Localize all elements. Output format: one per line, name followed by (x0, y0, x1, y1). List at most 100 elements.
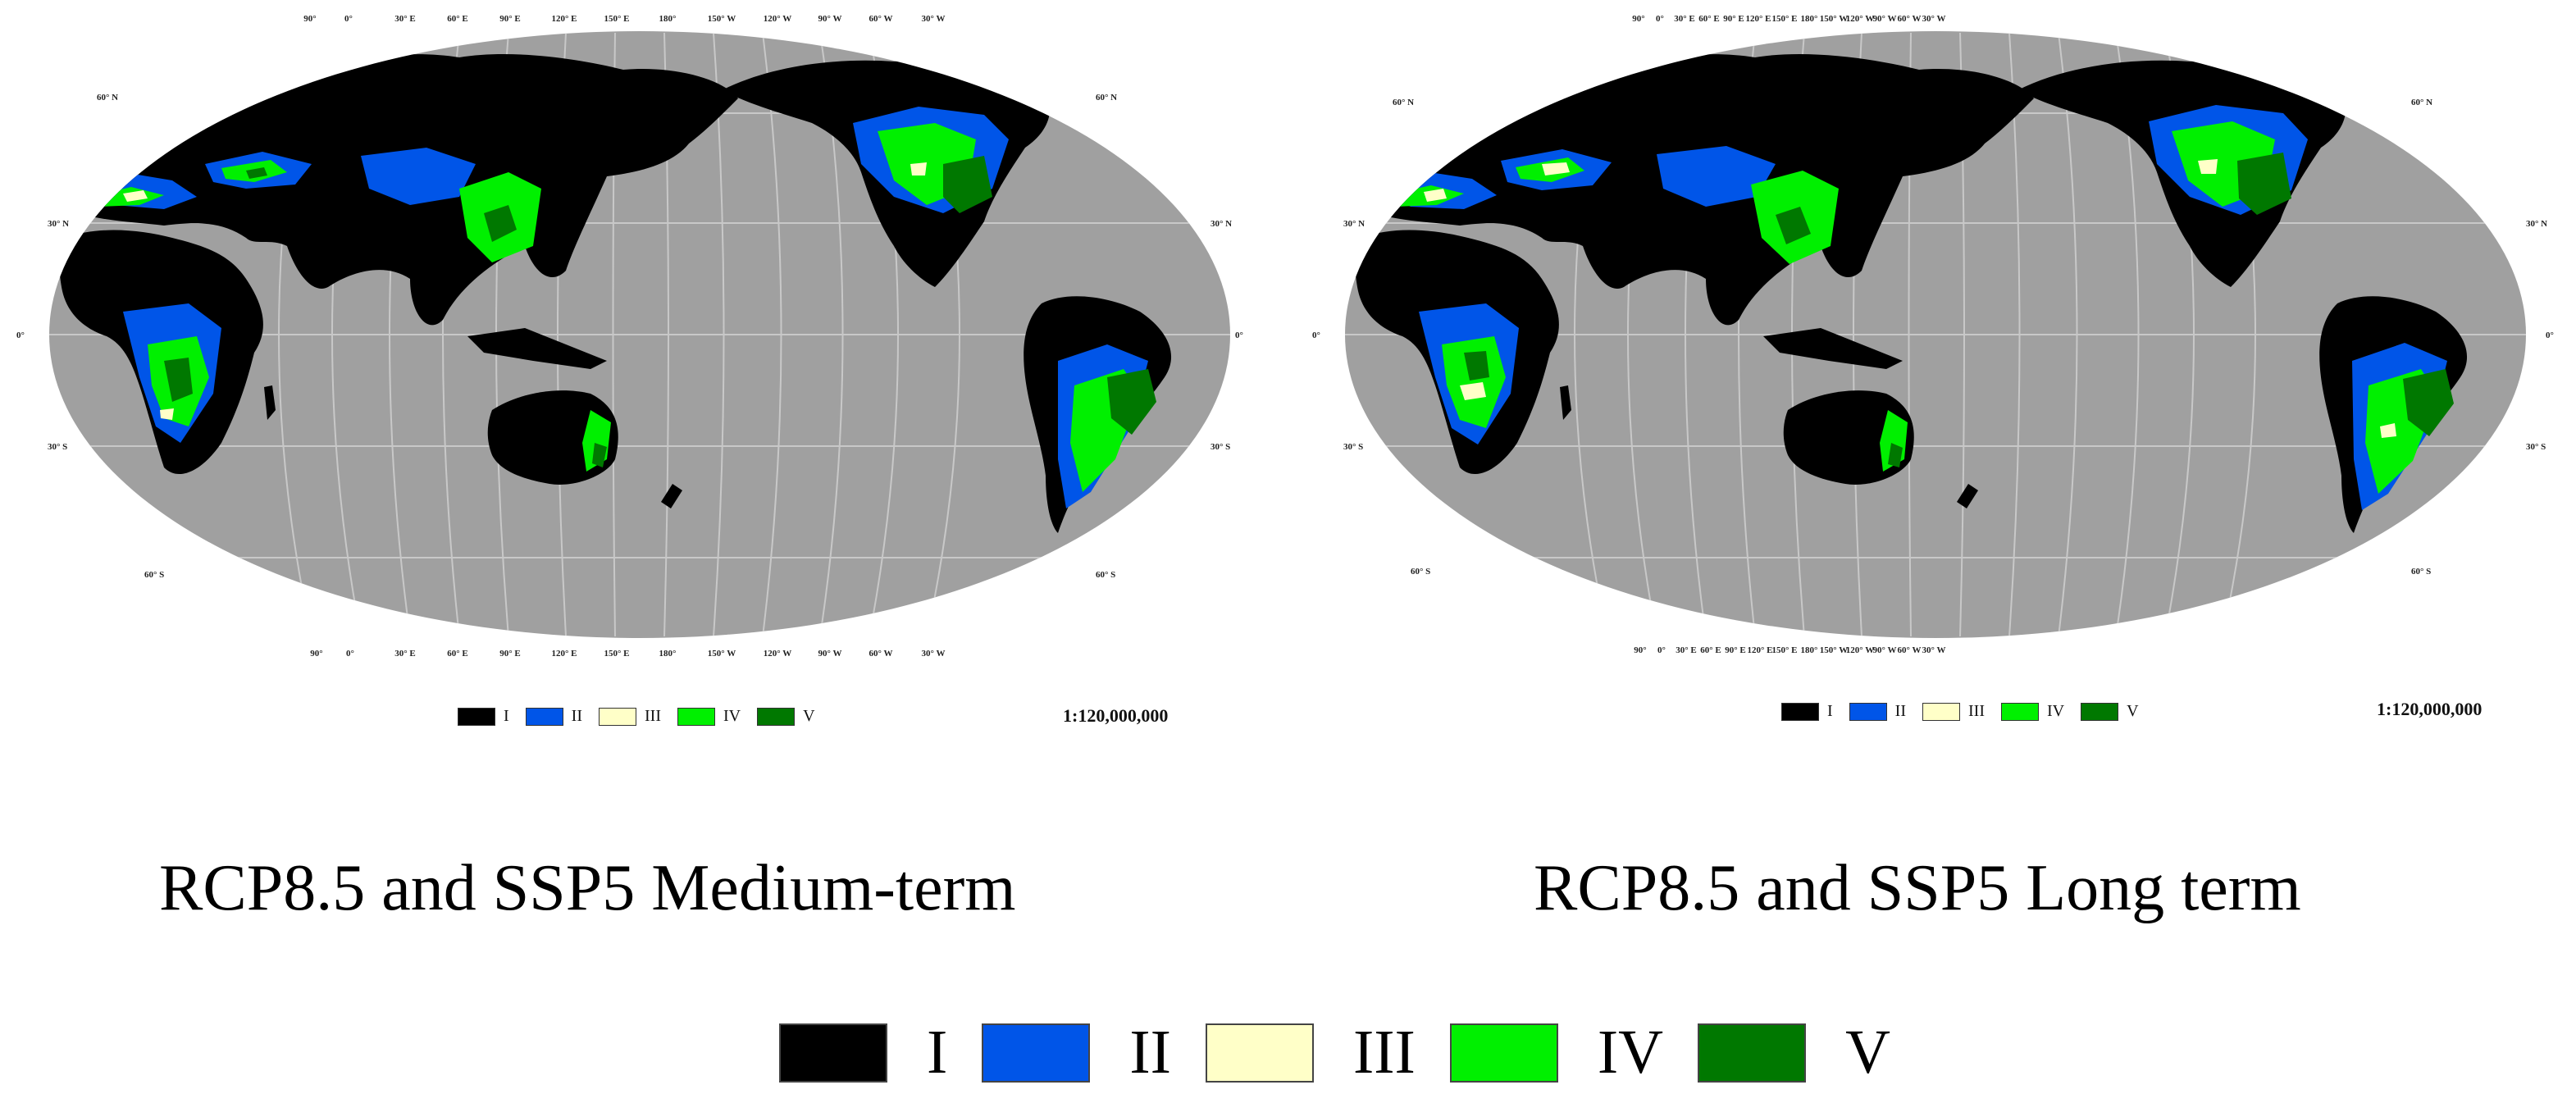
lon-label: 60° W (1898, 645, 1922, 655)
legend-swatch-i (1781, 702, 1819, 721)
lon-label: 90° W (818, 649, 842, 659)
main-legend-swatch-ii (982, 1023, 1091, 1083)
lat-label: 0° (1235, 330, 1243, 340)
lon-label: 60° E (1698, 14, 1720, 24)
legend-label: II (571, 707, 582, 725)
lon-label: 120° W (764, 14, 791, 24)
landmass-australia (1783, 390, 1914, 485)
legend-label: III (645, 707, 661, 725)
lat-label: 30° S (1210, 442, 1230, 452)
main-legend-label: IV (1597, 1018, 1664, 1087)
main-legend-label: III (1352, 1018, 1416, 1087)
lon-label: 30° W (1922, 645, 1946, 655)
lon-label: 90° (1632, 14, 1644, 24)
lon-label: 150° W (708, 14, 736, 24)
main-legend-label: II (1129, 1018, 1171, 1087)
lat-label: 30° N (48, 219, 69, 229)
lon-label: 90° E (1725, 645, 1746, 655)
lat-label: 60° N (2411, 98, 2432, 107)
landmass-madagascar (264, 385, 276, 420)
legend-swatch-iv (2000, 702, 2039, 721)
landmass-greenland (2272, 41, 2362, 87)
legend-swatch-iii (1922, 702, 1960, 721)
lon-label: 30° E (394, 14, 416, 24)
lon-label: 150° E (1772, 645, 1798, 655)
lat-label: 60° S (1096, 570, 1115, 580)
main-legend-swatch-iii (1205, 1023, 1314, 1083)
lon-label: 30° W (1922, 14, 1946, 24)
lon-label: 30° W (922, 649, 946, 659)
map-scale: 1:120,000,000 (2377, 699, 2483, 719)
legend-swatch-v (2081, 702, 2119, 721)
landmass-new-zealand (661, 484, 682, 508)
map-legend-medium-term: I II III IV V (458, 707, 832, 726)
world-map-long-term: 90° 0° 30° E 60° E 90° E 120° E 150° E 1… (1312, 14, 2554, 655)
lon-label: 60° W (869, 14, 893, 24)
lon-label: 60° W (1898, 14, 1922, 24)
legend-label: III (1968, 702, 1985, 720)
lon-label: 120° E (552, 14, 577, 24)
legend-label: IV (2046, 702, 2065, 720)
lon-label: 90° E (499, 649, 521, 659)
lon-label: 180° (659, 14, 677, 24)
lon-label: 0° (1657, 645, 1666, 655)
lon-labels-top: 90° 0° 30° E 60° E 90° E 120° E 150° E 1… (1632, 14, 1945, 24)
lon-label: 120° E (552, 649, 577, 659)
world-map-medium-term: 90° 0° 30° E 60° E 90° E 120° E 150° E 1… (16, 14, 1243, 659)
legend-swatch-i (458, 707, 495, 726)
lon-label: 0° (344, 14, 353, 24)
map-legend-long-term: I II III IV V (1781, 702, 2155, 721)
legend-swatch-v (757, 707, 796, 726)
class-overlays (1370, 105, 2454, 510)
map-content (1345, 32, 2526, 637)
lon-labels-bottom: 90° 0° 30° E 60° E 90° E 120° E 150° E 1… (1634, 645, 1945, 655)
lat-label: 60° S (2411, 567, 2431, 577)
landmass-greenland (976, 41, 1066, 87)
map-content (49, 32, 1230, 637)
lon-label: 90° W (1873, 14, 1897, 24)
lon-label: 150° W (1820, 14, 1848, 24)
caption-medium-term: RCP8.5 and SSP5 Medium-term (159, 852, 1016, 924)
lon-label: 120° W (764, 649, 791, 659)
lat-label: 30° S (1343, 442, 1363, 452)
lon-label: 90° (1634, 645, 1646, 655)
lon-label: 90° (310, 649, 322, 659)
legend-label: I (1827, 702, 1833, 720)
lon-labels-top: 90° 0° 30° E 60° E 90° E 120° E 150° E 1… (303, 14, 945, 24)
lat-labels-left: 60° N 30° N 0° 30° S 60° S (16, 93, 164, 580)
lon-label: 30° E (1674, 14, 1695, 24)
main-legend: I II III IV V (779, 1017, 1925, 1088)
lat-labels-right: 60° N 30° N 0° 30° S 60° S (2411, 98, 2554, 577)
lat-label: 60° N (1393, 98, 1414, 107)
lat-label: 0° (1312, 330, 1320, 340)
lon-label: 90° W (1873, 645, 1897, 655)
map-panel-long-term: 90° 0° 30° E 60° E 90° E 120° E 150° E 1… (1296, 0, 2575, 738)
lon-label: 60° E (447, 649, 468, 659)
lon-label: 180° (1801, 14, 1818, 24)
lon-label: 90° W (818, 14, 842, 24)
lon-label: 180° (659, 649, 677, 659)
lon-label: 0° (1656, 14, 1664, 24)
main-legend-label: I (927, 1018, 948, 1087)
main-legend-swatch-i (779, 1023, 887, 1083)
lon-label: 30° E (394, 649, 416, 659)
map-panel-medium-term: 90° 0° 30° E 60° E 90° E 120° E 150° E 1… (0, 0, 1279, 738)
lat-label: 60° S (1411, 567, 1430, 577)
lat-label: 60° N (97, 93, 118, 103)
legend-label: V (2127, 702, 2139, 720)
landmass-new-zealand (1957, 484, 1978, 508)
legend-label: IV (723, 707, 741, 725)
main-legend-label: V (1845, 1018, 1890, 1087)
lat-label: 30° S (2526, 442, 2546, 452)
lat-label: 30° N (1210, 219, 1232, 229)
lat-label: 0° (16, 330, 25, 340)
lat-label: 30° N (2526, 219, 2547, 229)
lon-label: 150° W (1820, 645, 1848, 655)
main-legend-swatch-v (1698, 1023, 1807, 1083)
legend-label: V (803, 707, 815, 725)
landmass-indonesia (1763, 328, 1903, 369)
legend-label: II (1894, 702, 1906, 720)
lon-label: 90° E (499, 14, 521, 24)
class-overlays (74, 107, 1156, 508)
lon-label: 120° E (1746, 14, 1771, 24)
